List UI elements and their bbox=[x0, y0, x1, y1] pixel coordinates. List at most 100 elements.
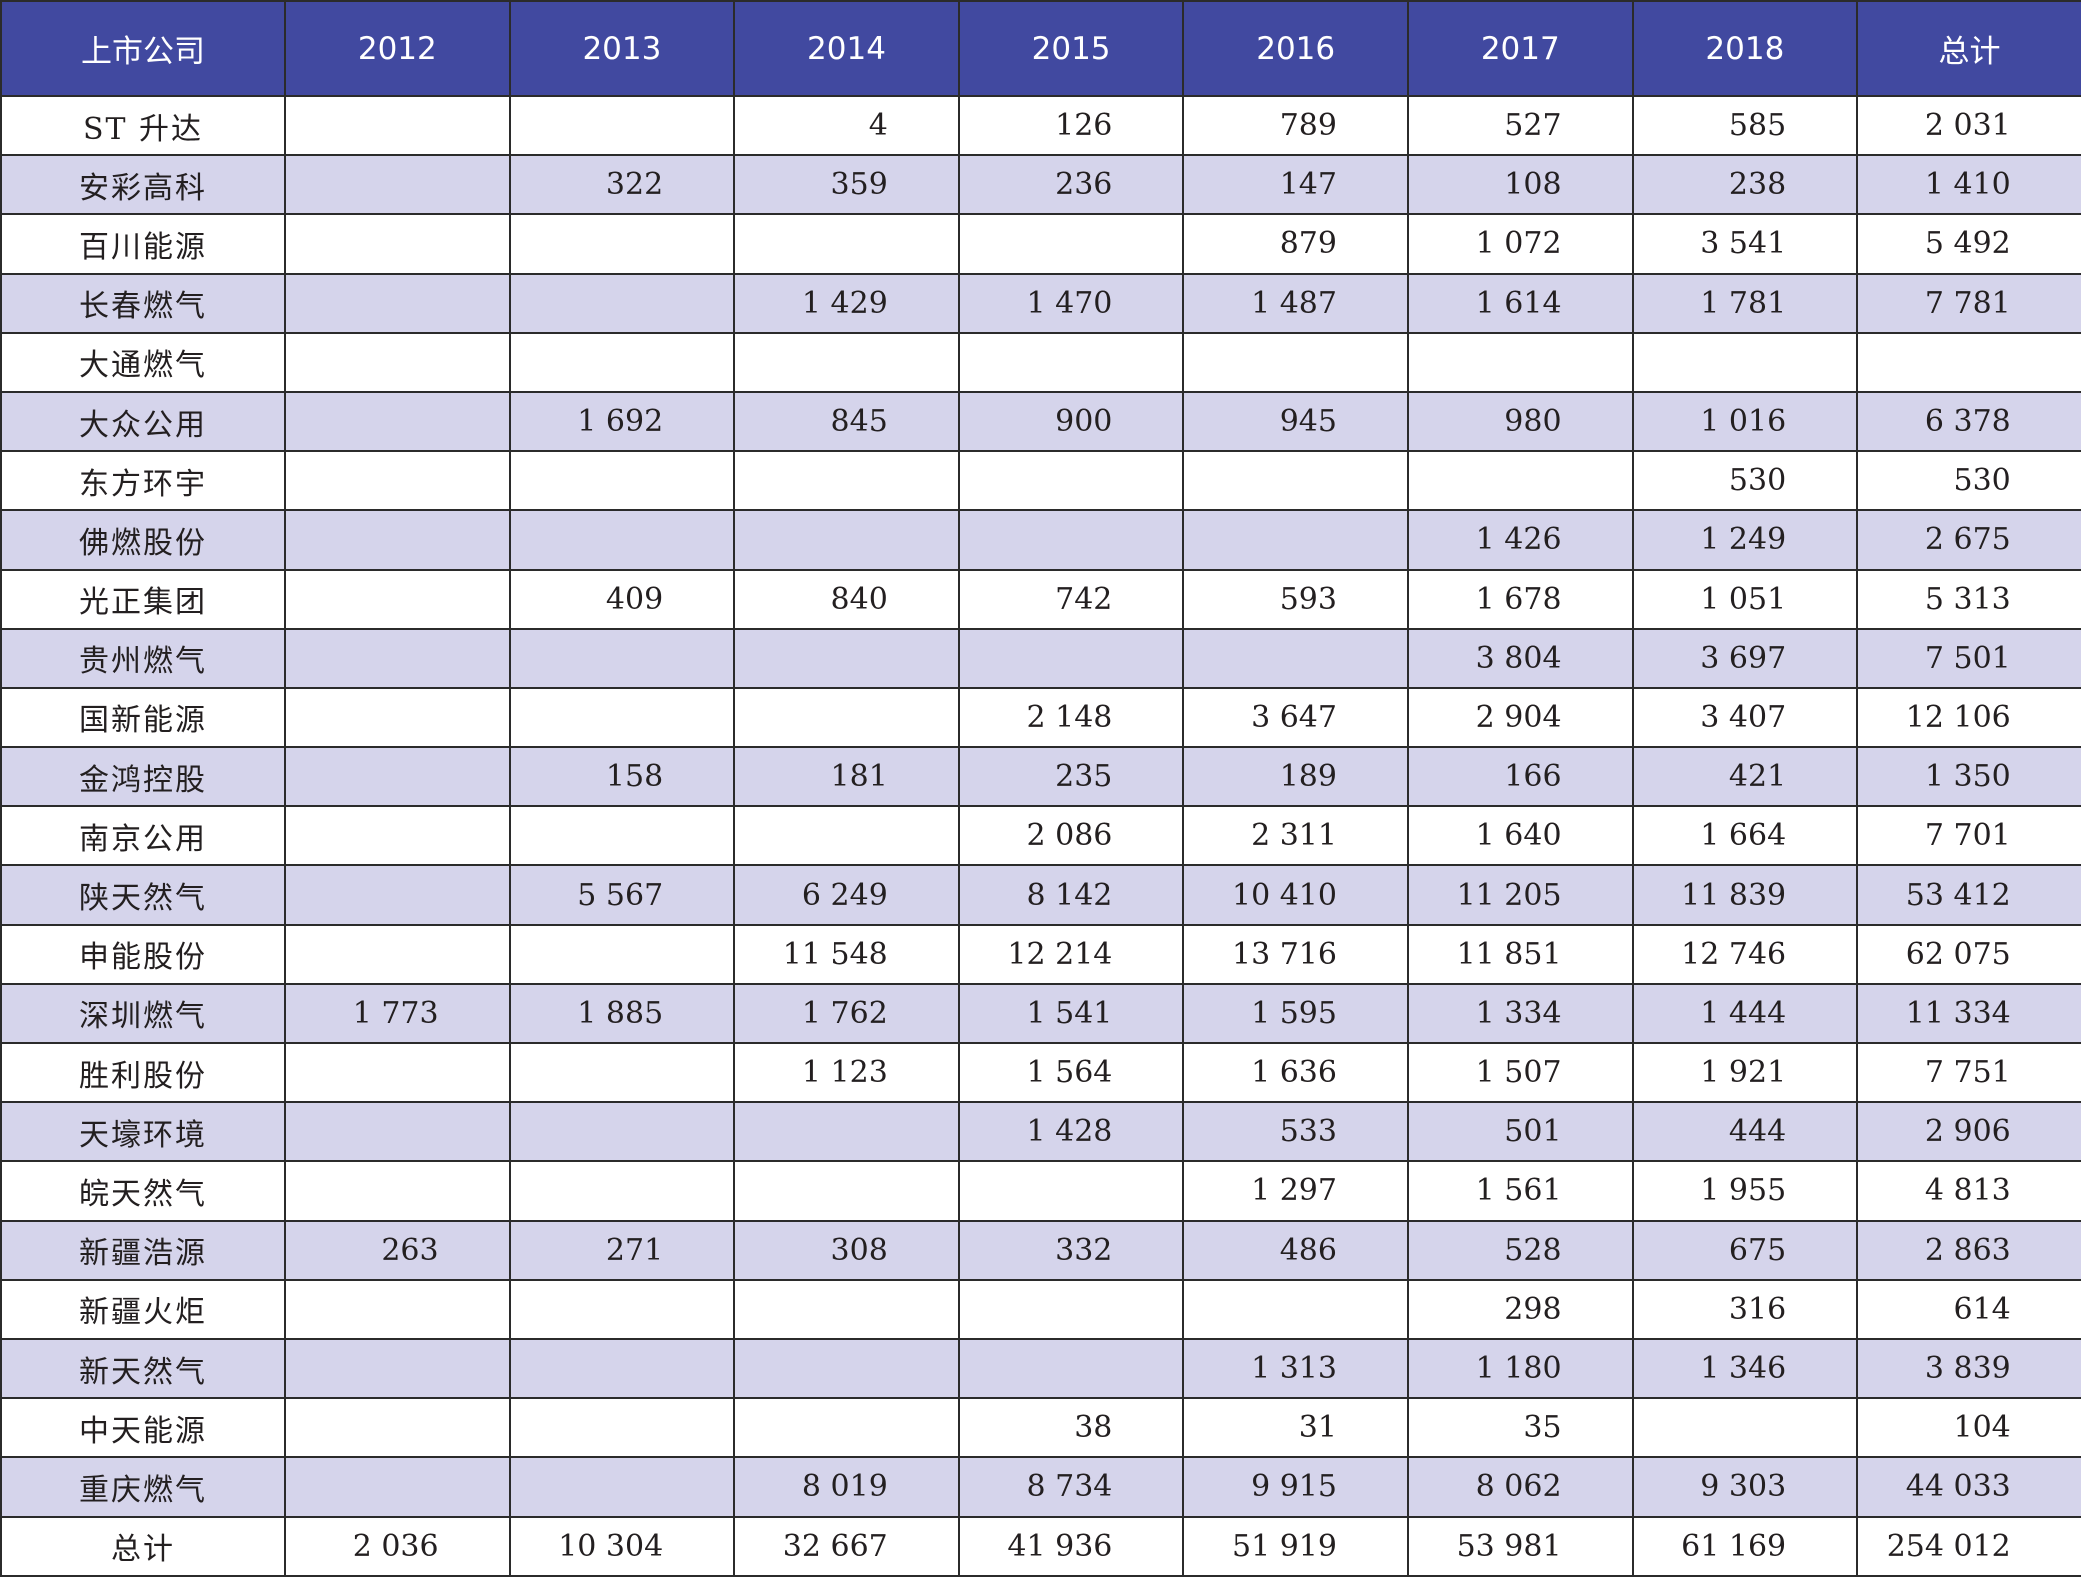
value-cell: 1 410 bbox=[1856, 154, 2081, 216]
value-cell: 11 851 bbox=[1406, 923, 1634, 985]
company-name-cell: 百川能源 bbox=[0, 213, 286, 275]
value-cell bbox=[733, 1278, 960, 1340]
table-row: 胜利股份 1 123 1 564 1 636 1 507 1 921 7 751 bbox=[0, 1041, 2081, 1104]
value-cell: 980 bbox=[1406, 390, 1634, 453]
value-cell bbox=[284, 154, 511, 216]
value-cell bbox=[508, 272, 736, 334]
value-cell: 11 334 bbox=[1856, 982, 2081, 1045]
company-name-cell: 大众公用 bbox=[0, 390, 286, 453]
value-cell: 12 746 bbox=[1631, 923, 1859, 985]
value-cell: 235 bbox=[957, 746, 1185, 808]
value-cell bbox=[957, 1160, 1185, 1222]
value-cell: 332 bbox=[957, 1219, 1185, 1281]
header-2017: 2017 bbox=[1406, 0, 1634, 97]
value-cell: 12 214 bbox=[957, 923, 1185, 985]
value-cell: 1 678 bbox=[1406, 568, 1634, 630]
value-cell bbox=[957, 1337, 1185, 1400]
value-cell bbox=[733, 1160, 960, 1222]
header-2018: 2018 bbox=[1631, 0, 1859, 97]
value-cell: 2 086 bbox=[957, 805, 1185, 867]
table-row: 东方环宇 530 530 bbox=[0, 450, 2081, 512]
value-cell: 5 567 bbox=[508, 864, 736, 926]
company-name-cell: 新天然气 bbox=[0, 1337, 286, 1400]
header-company: 上市公司 bbox=[0, 0, 286, 97]
value-cell: 236 bbox=[957, 154, 1185, 216]
value-cell bbox=[508, 1397, 736, 1459]
value-cell bbox=[284, 1278, 511, 1340]
value-cell: 2 311 bbox=[1182, 805, 1409, 867]
value-cell bbox=[284, 1041, 511, 1104]
table-row: 新天然气 1 313 1 180 1 346 3 839 bbox=[0, 1337, 2081, 1400]
value-cell bbox=[508, 94, 736, 157]
value-cell: 238 bbox=[1631, 154, 1859, 216]
table-row: 重庆燃气 8 019 8 734 9 915 8 062 9 303 44 033 bbox=[0, 1456, 2081, 1518]
company-name-cell: 陕天然气 bbox=[0, 864, 286, 926]
value-cell bbox=[733, 686, 960, 749]
value-cell: 614 bbox=[1856, 1278, 2081, 1340]
company-name-cell: 新疆火炬 bbox=[0, 1278, 286, 1340]
value-cell: 4 813 bbox=[1856, 1160, 2081, 1222]
table-row: 新疆火炬 298 316 614 bbox=[0, 1278, 2081, 1340]
value-cell: 1 955 bbox=[1631, 1160, 1859, 1222]
value-cell: 444 bbox=[1631, 1101, 1859, 1163]
value-cell bbox=[508, 450, 736, 512]
value-cell bbox=[733, 805, 960, 867]
value-cell: 308 bbox=[733, 1219, 960, 1281]
value-cell: 2 036 bbox=[284, 1515, 511, 1577]
value-cell: 61 169 bbox=[1631, 1515, 1859, 1577]
value-cell: 38 bbox=[957, 1397, 1185, 1459]
value-cell bbox=[284, 450, 511, 512]
value-cell: 2 906 bbox=[1856, 1101, 2081, 1163]
value-cell: 41 936 bbox=[957, 1515, 1185, 1577]
value-cell: 3 407 bbox=[1631, 686, 1859, 749]
value-cell bbox=[284, 746, 511, 808]
value-cell bbox=[957, 450, 1185, 512]
company-name-cell: 贵州燃气 bbox=[0, 627, 286, 689]
company-name-cell: 深圳燃气 bbox=[0, 982, 286, 1045]
value-cell: 11 548 bbox=[733, 923, 960, 985]
value-cell bbox=[1182, 627, 1409, 689]
value-cell: 675 bbox=[1631, 1219, 1859, 1281]
value-cell: 486 bbox=[1182, 1219, 1409, 1281]
value-cell: 742 bbox=[957, 568, 1185, 630]
value-cell: 5 492 bbox=[1856, 213, 2081, 275]
table-row: 南京公用 2 086 2 311 1 640 1 664 7 701 bbox=[0, 805, 2081, 867]
value-cell: 1 016 bbox=[1631, 390, 1859, 453]
table-body: ST 升达 4 126 789 527 585 2 031 安彩高科 322 359 236 147 1… bbox=[0, 94, 2081, 1577]
table-row: 大通燃气 bbox=[0, 331, 2081, 393]
value-cell: 359 bbox=[733, 154, 960, 216]
table-row: 大众公用 1 692 845 900 945 980 1 016 6 378 bbox=[0, 390, 2081, 453]
value-cell: 840 bbox=[733, 568, 960, 630]
value-cell: 1 487 bbox=[1182, 272, 1409, 334]
value-cell: 2 863 bbox=[1856, 1219, 2081, 1281]
value-cell bbox=[508, 686, 736, 749]
value-cell: 1 297 bbox=[1182, 1160, 1409, 1222]
value-cell: 9 303 bbox=[1631, 1456, 1859, 1518]
value-cell: 501 bbox=[1406, 1101, 1634, 1163]
value-cell: 1 781 bbox=[1631, 272, 1859, 334]
value-cell: 147 bbox=[1182, 154, 1409, 216]
value-cell: 2 148 bbox=[957, 686, 1185, 749]
table-row: 新疆浩源 263 271 308 332 486 528 675 2 863 bbox=[0, 1219, 2081, 1281]
value-cell: 789 bbox=[1182, 94, 1409, 157]
value-cell: 593 bbox=[1182, 568, 1409, 630]
value-cell: 1 921 bbox=[1631, 1041, 1859, 1104]
value-cell: 900 bbox=[957, 390, 1185, 453]
value-cell bbox=[284, 272, 511, 334]
value-cell bbox=[1406, 331, 1634, 393]
value-cell bbox=[508, 1160, 736, 1222]
value-cell: 8 019 bbox=[733, 1456, 960, 1518]
value-cell: 254 012 bbox=[1856, 1515, 2081, 1577]
value-cell: 1 762 bbox=[733, 982, 960, 1045]
table-row: 贵州燃气 3 804 3 697 7 501 bbox=[0, 627, 2081, 689]
value-cell: 3 647 bbox=[1182, 686, 1409, 749]
value-cell bbox=[1182, 1278, 1409, 1340]
value-cell: 31 bbox=[1182, 1397, 1409, 1459]
value-cell: 585 bbox=[1631, 94, 1859, 157]
table-row: 安彩高科 322 359 236 147 108 238 1 410 bbox=[0, 154, 2081, 216]
value-cell: 32 667 bbox=[733, 1515, 960, 1577]
company-name-cell: 天壕环境 bbox=[0, 1101, 286, 1163]
value-cell: 1 313 bbox=[1182, 1337, 1409, 1400]
value-cell bbox=[284, 213, 511, 275]
